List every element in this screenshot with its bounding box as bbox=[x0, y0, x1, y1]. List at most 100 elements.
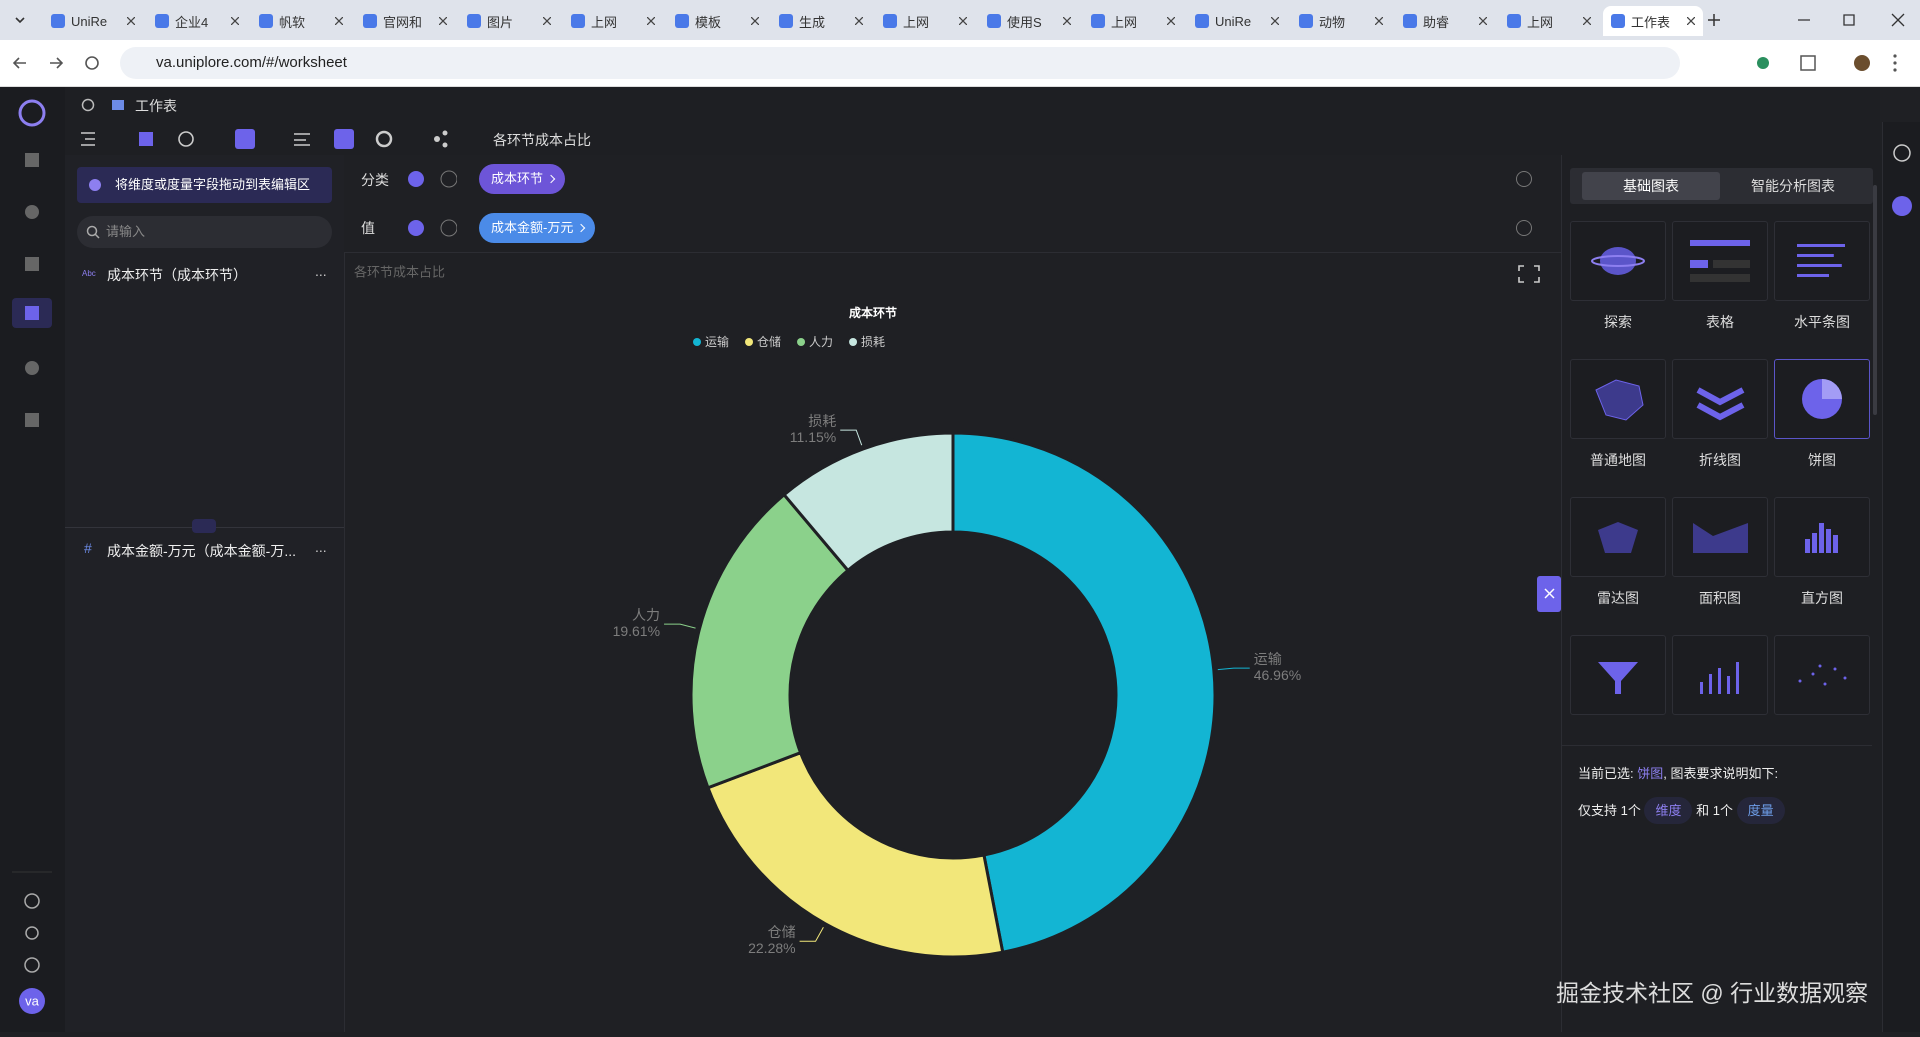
legend-label[interactable]: 仓储 bbox=[757, 334, 781, 349]
shelf: 分类 值 成本环节 成本金额-万元 bbox=[344, 155, 1561, 253]
browser-tab[interactable]: 官网和 bbox=[355, 6, 455, 36]
chart-type-card[interactable] bbox=[1774, 359, 1870, 439]
browser-tab[interactable]: 使用S bbox=[979, 6, 1079, 36]
legend-label[interactable]: 运输 bbox=[705, 334, 729, 349]
requirement: 仅支持 1个 bbox=[1578, 803, 1641, 818]
fullscreen[interactable] bbox=[1518, 265, 1540, 283]
browser-tab[interactable]: 图片 bbox=[459, 6, 559, 36]
chart-type-card[interactable] bbox=[1672, 221, 1768, 301]
measure-field[interactable]: 成本金额-万元（成本金额-万... bbox=[107, 543, 296, 559]
panel-tab[interactable]: 智能分析图表 bbox=[1751, 178, 1835, 194]
chart-type-card[interactable] bbox=[1570, 497, 1666, 577]
browser-tab[interactable]: 模板 bbox=[667, 6, 767, 36]
chart-type-card[interactable] bbox=[1774, 221, 1870, 301]
address-bar: va.uniplore.com/#/worksheet bbox=[0, 40, 1920, 87]
chart-type-card[interactable] bbox=[1672, 635, 1768, 715]
field-menu[interactable]: ... bbox=[315, 539, 327, 555]
dimension-field[interactable]: 成本环节（成本环节） bbox=[107, 267, 247, 283]
tab-close[interactable] bbox=[1687, 17, 1695, 25]
scrollbar[interactable] bbox=[1873, 185, 1877, 415]
avatar[interactable]: va bbox=[25, 993, 40, 1008]
tab-close[interactable] bbox=[855, 17, 863, 25]
url-field[interactable]: va.uniplore.com/#/worksheet bbox=[120, 47, 1680, 79]
tab-close[interactable] bbox=[959, 17, 967, 25]
icon bbox=[1823, 682, 1827, 686]
browser-tab[interactable]: UniRe bbox=[43, 6, 143, 36]
toolbar-icons[interactable] bbox=[79, 128, 449, 150]
strip-icons[interactable] bbox=[1883, 122, 1920, 222]
breadcrumb[interactable]: 工作表 bbox=[135, 98, 177, 114]
chart-type-card[interactable] bbox=[1672, 497, 1768, 577]
chart-type-card[interactable] bbox=[1774, 497, 1870, 577]
tab-title: 模板 bbox=[695, 14, 722, 30]
icon bbox=[1591, 255, 1645, 267]
divider-handle[interactable] bbox=[192, 519, 216, 533]
tab-title: 上网 bbox=[1111, 14, 1138, 30]
window-controls[interactable] bbox=[1796, 12, 1916, 28]
search-field[interactable]: 请输入 bbox=[77, 216, 332, 248]
value-pill[interactable]: 成本金额-万元 bbox=[479, 213, 596, 243]
browser-tab[interactable]: 上网 bbox=[875, 6, 975, 36]
browser-tab[interactable]: 生成 bbox=[771, 6, 871, 36]
icon bbox=[1797, 254, 1834, 257]
tab-close[interactable] bbox=[1167, 17, 1175, 25]
tab-close[interactable] bbox=[751, 17, 759, 25]
category-pill[interactable]: 成本环节 bbox=[479, 164, 566, 194]
field-menu[interactable]: ... bbox=[315, 263, 327, 279]
chart-type-card[interactable] bbox=[1672, 359, 1768, 439]
browser-tab[interactable]: 上网 bbox=[563, 6, 663, 36]
tab-icon bbox=[363, 14, 377, 28]
icon bbox=[1690, 274, 1750, 282]
tab-close[interactable] bbox=[1583, 17, 1591, 25]
tab-close[interactable] bbox=[1271, 17, 1279, 25]
legend-label[interactable]: 损耗 bbox=[861, 335, 885, 349]
tab-close[interactable] bbox=[647, 17, 655, 25]
browser-tab[interactable]: 工作表 bbox=[1603, 6, 1703, 36]
shelf-buttons[interactable] bbox=[407, 169, 457, 239]
browser-tab[interactable]: 上网 bbox=[1083, 6, 1183, 36]
nav-buttons[interactable] bbox=[12, 54, 102, 72]
tab-close[interactable] bbox=[127, 17, 135, 25]
tab-close[interactable] bbox=[439, 17, 447, 25]
panel-tab[interactable]: 基础图表 bbox=[1582, 172, 1720, 200]
browser-tab[interactable]: 动物 bbox=[1291, 6, 1391, 36]
browser-tab[interactable]: 企业4 bbox=[147, 6, 247, 36]
chart-type-card[interactable] bbox=[1570, 359, 1666, 439]
browser-tab[interactable]: UniRe bbox=[1187, 6, 1287, 36]
tab-close[interactable] bbox=[1063, 17, 1071, 25]
slice-value: 19.61% bbox=[613, 623, 660, 639]
chart-type-label: 饼图 bbox=[1808, 452, 1836, 468]
tab-icon bbox=[259, 14, 273, 28]
browser-tab[interactable]: 助睿 bbox=[1395, 6, 1495, 36]
chart-type-card[interactable] bbox=[1774, 635, 1870, 715]
browser-tab[interactable]: 帆软 bbox=[251, 6, 351, 36]
chart-type-label: 折线图 bbox=[1699, 452, 1741, 468]
icon bbox=[1690, 240, 1750, 246]
field-panel: 将维度或度量字段拖动到表编辑区 请输入 Abc 成本环节（成本环节） ... #… bbox=[65, 155, 345, 1032]
tab-close[interactable] bbox=[543, 17, 551, 25]
chart-type-icon bbox=[1598, 662, 1638, 694]
tab-title: UniRe bbox=[1215, 13, 1252, 29]
tab-bar: UniRe 企业4 帆软 官网和 图片 上网 模板 生成 上网 使用S 上网 UniRe 动物 助睿 上网 工… bbox=[0, 0, 1920, 40]
close-glyph bbox=[1479, 17, 1487, 25]
shelf-expand[interactable] bbox=[1514, 170, 1534, 240]
tab-menu[interactable] bbox=[12, 12, 28, 28]
tab-close[interactable] bbox=[1479, 17, 1487, 25]
tab-close[interactable] bbox=[231, 17, 239, 25]
tab-close[interactable] bbox=[1375, 17, 1383, 25]
close-glyph bbox=[543, 17, 551, 25]
chart-type-label: 水平条图 bbox=[1794, 314, 1850, 330]
chart-type-card[interactable] bbox=[1570, 221, 1666, 301]
legend-label[interactable]: 人力 bbox=[809, 335, 833, 349]
browser-tab[interactable]: 上网 bbox=[1499, 6, 1599, 36]
breadcrumb-icons bbox=[81, 98, 124, 112]
tab-icon bbox=[1299, 14, 1313, 28]
chart-type-card[interactable] bbox=[1570, 635, 1666, 715]
tab-icon bbox=[571, 14, 585, 28]
browser-actions[interactable] bbox=[1755, 52, 1905, 74]
tab-close[interactable] bbox=[335, 17, 343, 25]
icon bbox=[1700, 682, 1703, 694]
new-tab[interactable] bbox=[1706, 12, 1722, 28]
chart-subtitle: 各环节成本占比 bbox=[354, 264, 445, 279]
tab-title: 动物 bbox=[1319, 14, 1346, 30]
